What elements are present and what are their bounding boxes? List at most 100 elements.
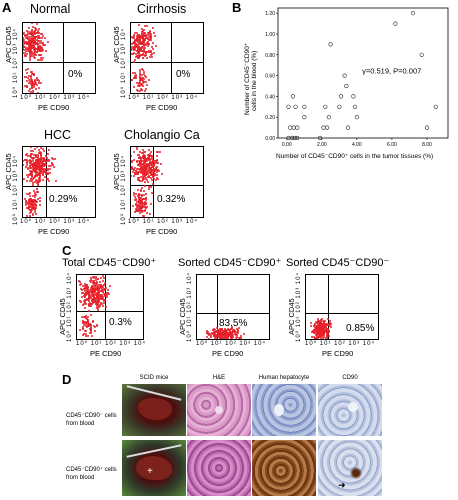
facs-event-dot — [148, 160, 151, 163]
facs-event-dot — [41, 160, 44, 163]
facs-event-dot — [228, 331, 231, 334]
scatter-point — [286, 104, 291, 109]
facs-event-dot — [138, 206, 141, 209]
scatter-point — [302, 104, 307, 109]
facs-event-dot — [36, 76, 39, 79]
facs-event-dot — [105, 294, 108, 297]
facs-event-dot — [215, 330, 218, 333]
facs-event-dot — [137, 82, 140, 85]
facs-event-dot — [27, 206, 30, 209]
facs-event-dot — [30, 70, 33, 73]
facs-event-dot — [103, 298, 106, 301]
facs-event-dot — [50, 165, 53, 168]
facs-event-dot — [30, 43, 33, 46]
quadrant-percent: 0.3% — [109, 317, 132, 328]
facs-event-dot — [221, 327, 224, 330]
facs-event-dot — [28, 154, 31, 157]
facs-event-dot — [143, 169, 146, 172]
facs-event-dot — [36, 92, 39, 93]
facs-event-dot — [32, 39, 35, 42]
facs-event-dot — [26, 202, 29, 205]
facs-event-dot — [94, 298, 97, 301]
facs-event-dot — [321, 324, 324, 327]
facs-event-dot — [32, 190, 35, 193]
facs-event-dot — [138, 68, 141, 71]
facs-event-dot — [77, 280, 80, 283]
facs-event-dot — [41, 156, 44, 159]
facs-event-dot — [93, 290, 96, 293]
facs-event-dot — [236, 334, 239, 337]
facs-event-dot — [142, 84, 145, 87]
facs-event-dot — [41, 33, 44, 36]
facs-event-dot — [40, 169, 43, 172]
facs-event-dot — [96, 280, 99, 283]
facs-event-dot — [79, 299, 82, 302]
scatter-point — [302, 115, 307, 120]
facs-event-dot — [98, 285, 101, 288]
facs-plot-hcc: 0.29% — [22, 146, 96, 218]
facs-event-dot — [40, 160, 43, 163]
facs-event-dot — [90, 288, 93, 291]
facs-event-dot — [85, 289, 88, 292]
y-tick-labels: 10⁰ 10¹ 10² 10³ 10⁴ — [121, 154, 127, 225]
facs-event-dot — [321, 323, 324, 326]
facs-event-dot — [84, 294, 87, 296]
facs-event-dot — [102, 298, 105, 301]
facs-event-dot — [34, 179, 37, 182]
facs-event-dot — [33, 161, 36, 164]
facs-event-dot — [139, 156, 142, 159]
facs-event-dot — [41, 37, 44, 40]
scatter-point — [293, 104, 298, 109]
facs-event-dot — [41, 43, 44, 46]
facs-event-dot — [224, 330, 227, 333]
facs-event-dot — [31, 39, 34, 42]
facs-event-dot — [90, 286, 93, 289]
facs-event-dot — [142, 214, 145, 217]
plot-title-cholangio: Cholangio Ca — [124, 128, 200, 142]
facs-event-dot — [38, 180, 41, 183]
facs-event-dot — [40, 158, 43, 161]
facs-event-dot — [88, 299, 91, 302]
facs-event-dot — [136, 90, 139, 93]
facs-event-dot — [130, 58, 131, 60]
facs-event-dot — [101, 280, 104, 283]
facs-event-dot — [131, 160, 133, 163]
facs-event-dot — [137, 37, 140, 40]
scatter-point — [354, 115, 359, 120]
facs-event-dot — [221, 333, 224, 336]
facs-event-dot — [96, 303, 99, 306]
facs-event-dot — [216, 327, 219, 330]
facs-event-dot — [328, 324, 331, 327]
facs-event-dot — [131, 167, 134, 170]
facs-event-dot — [34, 42, 37, 45]
facs-event-dot — [155, 159, 158, 162]
facs-event-dot — [26, 42, 29, 45]
facs-event-dot — [89, 322, 92, 325]
facs-event-dot — [145, 36, 148, 39]
facs-event-dot — [91, 282, 94, 285]
facs-event-dot — [31, 90, 34, 93]
facs-event-dot — [135, 210, 138, 213]
tumor-marker: + — [147, 466, 153, 477]
facs-event-dot — [137, 40, 140, 43]
plot-title-sorted-neg: Sorted CD45⁻CD90⁻ — [286, 257, 390, 269]
facs-event-dot — [87, 319, 90, 322]
facs-event-dot — [134, 46, 136, 49]
facs-event-dot — [143, 34, 146, 37]
facs-event-dot — [26, 164, 29, 167]
facs-event-dot — [82, 299, 85, 302]
facs-event-dot — [34, 82, 37, 85]
facs-event-dot — [23, 41, 25, 44]
facs-event-dot — [83, 306, 86, 309]
facs-event-dot — [97, 289, 100, 292]
facs-event-dot — [324, 319, 327, 322]
facs-event-dot — [313, 336, 316, 339]
facs-event-dot — [319, 331, 322, 334]
facs-event-dot — [30, 44, 33, 47]
facs-event-dot — [132, 47, 135, 50]
facs-event-dot — [85, 325, 88, 328]
facs-event-dot — [134, 71, 137, 74]
facs-event-dot — [22, 73, 23, 75]
facs-event-dot — [39, 153, 42, 156]
facs-event-dot — [98, 306, 101, 308]
